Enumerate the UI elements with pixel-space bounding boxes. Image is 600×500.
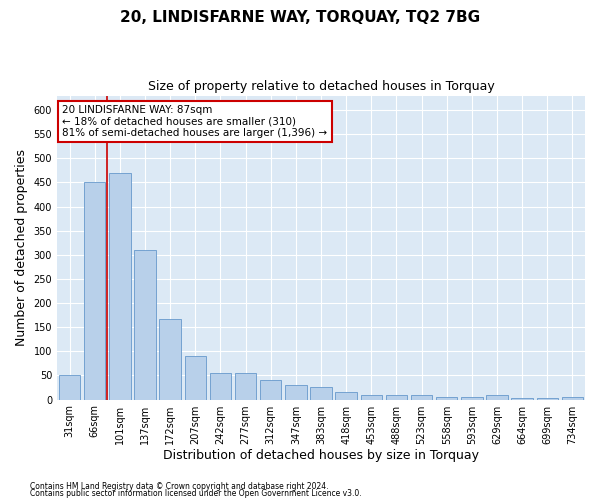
Bar <box>562 397 583 400</box>
Bar <box>260 380 281 400</box>
Bar <box>436 397 457 400</box>
X-axis label: Distribution of detached houses by size in Torquay: Distribution of detached houses by size … <box>163 450 479 462</box>
Text: 20, LINDISFARNE WAY, TORQUAY, TQ2 7BG: 20, LINDISFARNE WAY, TORQUAY, TQ2 7BG <box>120 10 480 25</box>
Bar <box>84 182 106 400</box>
Title: Size of property relative to detached houses in Torquay: Size of property relative to detached ho… <box>148 80 494 93</box>
Text: Contains HM Land Registry data © Crown copyright and database right 2024.: Contains HM Land Registry data © Crown c… <box>30 482 329 491</box>
Bar <box>461 397 482 400</box>
Bar <box>335 392 357 400</box>
Bar <box>536 398 558 400</box>
Bar <box>511 398 533 400</box>
Bar <box>185 356 206 400</box>
Bar <box>310 386 332 400</box>
Bar <box>235 373 256 400</box>
Bar <box>134 250 156 400</box>
Bar <box>411 395 432 400</box>
Text: Contains public sector information licensed under the Open Government Licence v3: Contains public sector information licen… <box>30 489 362 498</box>
Bar <box>210 373 231 400</box>
Bar <box>487 395 508 400</box>
Bar <box>109 173 131 400</box>
Bar <box>160 318 181 400</box>
Text: 20 LINDISFARNE WAY: 87sqm
← 18% of detached houses are smaller (310)
81% of semi: 20 LINDISFARNE WAY: 87sqm ← 18% of detac… <box>62 104 328 138</box>
Bar <box>59 376 80 400</box>
Y-axis label: Number of detached properties: Number of detached properties <box>15 149 28 346</box>
Bar <box>386 395 407 400</box>
Bar <box>285 385 307 400</box>
Bar <box>361 395 382 400</box>
